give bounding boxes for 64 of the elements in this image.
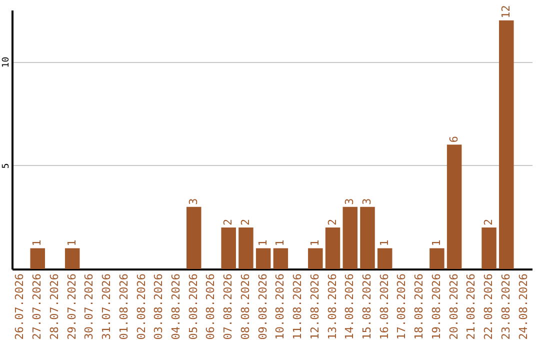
bar: [308, 248, 323, 269]
x-tick-label: 19.08.2026: [430, 274, 443, 340]
bar: [430, 248, 444, 269]
bar: [256, 248, 271, 269]
x-tick-label: 22.08.2026: [482, 274, 496, 340]
data-label: 2: [326, 218, 339, 226]
x-tick-label: 24.08.2026: [516, 274, 530, 340]
bar: [186, 206, 202, 269]
data-label: 2: [482, 218, 496, 226]
data-label: 1: [430, 240, 443, 246]
data-label: 6: [447, 136, 460, 143]
y-tick-label: 10: [2, 56, 12, 68]
bar: [221, 228, 236, 269]
x-tick-label: 30.07.2026: [82, 274, 96, 340]
data-label: 1: [30, 240, 44, 246]
x-tick-label: 05.08.2026: [186, 274, 200, 340]
bar: [499, 20, 514, 269]
x-tick-label: 26.07.2026: [13, 274, 26, 340]
data-label: 2: [238, 218, 252, 226]
data-label: 1: [256, 240, 270, 246]
x-tick-label: 28.07.2026: [48, 274, 61, 340]
bar: [238, 228, 254, 269]
data-label: 3: [343, 198, 356, 205]
x-tick-label: 13.08.2026: [326, 274, 339, 340]
x-tick-label: 17.08.2026: [395, 274, 408, 340]
data-label: 1: [65, 240, 78, 246]
x-tick-label: 12.08.2026: [308, 274, 322, 340]
data-label: 1: [274, 240, 287, 246]
x-tick-label: 18.08.2026: [412, 274, 426, 340]
x-tick-label: 08.08.2026: [238, 274, 252, 340]
x-tick-label: 09.08.2026: [256, 274, 270, 340]
bar: [482, 228, 496, 269]
x-tick-label: 02.08.2026: [134, 274, 148, 340]
x-tick-label: 01.08.2026: [117, 274, 130, 340]
bar: [377, 248, 392, 269]
x-tick-label: 20.08.2026: [447, 274, 460, 340]
bar: [360, 206, 375, 269]
data-label: 3: [360, 198, 374, 205]
x-tick-label: 21.08.2026: [464, 274, 478, 340]
bar: [342, 206, 358, 269]
x-tick-label: 04.08.2026: [170, 274, 183, 340]
bar: [446, 144, 462, 269]
x-tick-label: 11.08.2026: [291, 274, 304, 340]
x-tick-label: 23.08.2026: [499, 274, 512, 340]
data-label: 1: [308, 240, 322, 246]
x-tick-label: 27.07.2026: [30, 274, 44, 340]
x-tick-label: 10.08.2026: [274, 274, 287, 340]
x-tick-label: 07.08.2026: [222, 274, 235, 340]
data-label: 2: [222, 218, 235, 226]
x-tick-label: 16.08.2026: [378, 274, 391, 340]
x-tick-label: 15.08.2026: [360, 274, 374, 340]
x-tick-label: 06.08.2026: [204, 274, 218, 340]
data-label: 1: [378, 240, 391, 246]
x-tick-label: 31.07.2026: [100, 274, 114, 340]
data-label: 12: [499, 5, 512, 18]
x-tick-label: 03.08.2026: [152, 274, 166, 340]
data-label: 3: [186, 198, 200, 205]
bar: [64, 248, 80, 269]
bar: [325, 228, 340, 269]
bar: [30, 248, 45, 269]
x-tick-label: 14.08.2026: [343, 274, 356, 340]
y-tick-label: 5: [2, 163, 12, 169]
bar: [273, 248, 288, 269]
x-tick-label: 29.07.2026: [65, 274, 78, 340]
